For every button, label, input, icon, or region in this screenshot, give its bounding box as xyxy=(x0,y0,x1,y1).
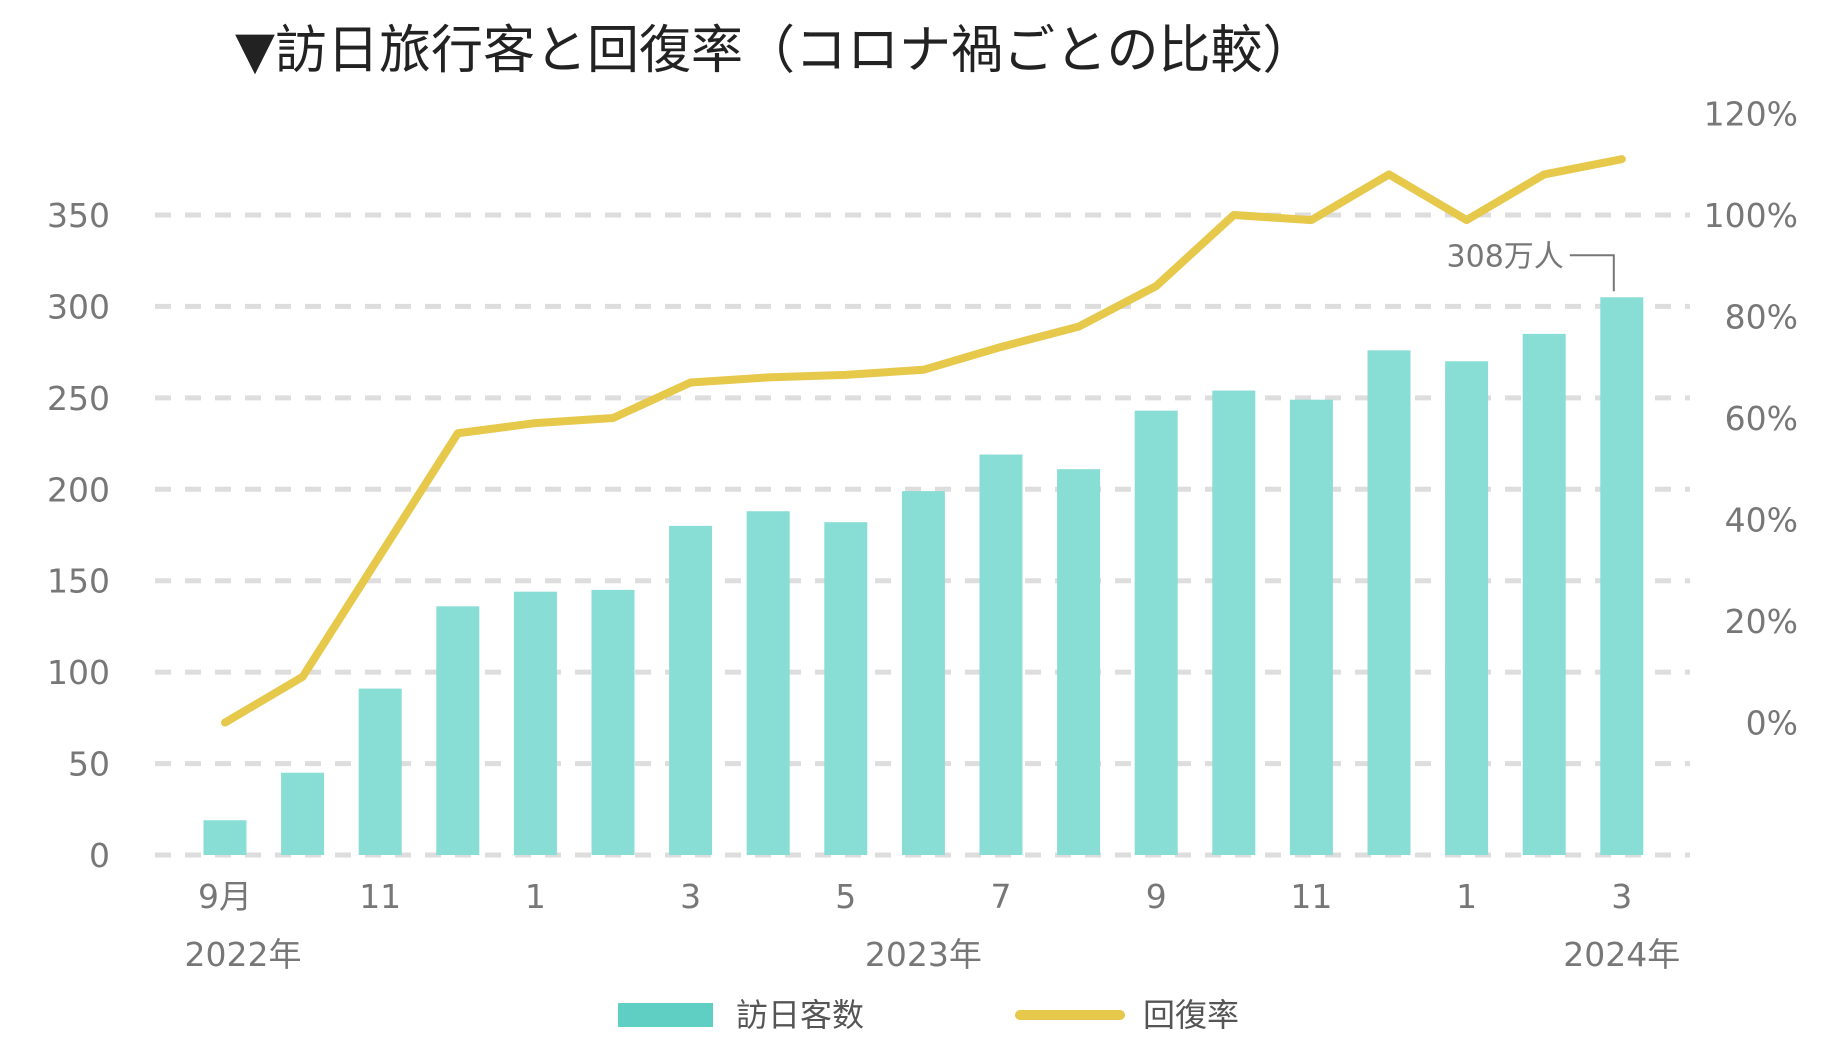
bar xyxy=(203,820,247,855)
right-y-axis: 0% 20% 40% 60% 80% 100% 120% xyxy=(1704,94,1798,742)
bar xyxy=(1289,399,1333,855)
y-right-tick-label: 120% xyxy=(1704,94,1798,133)
bar xyxy=(1212,390,1256,855)
y-right-tick-label: 20% xyxy=(1725,602,1798,641)
bar xyxy=(436,606,480,855)
y-left-tick-label: 200 xyxy=(47,470,110,509)
x-year-label: 2022年 xyxy=(185,935,302,974)
bar xyxy=(979,454,1023,855)
x-tick-label: 7 xyxy=(991,877,1012,916)
bar xyxy=(1600,297,1644,855)
recovery-rate-line xyxy=(221,155,1626,727)
y-left-tick-label: 300 xyxy=(47,287,110,326)
x-tick-label: 9 xyxy=(1146,877,1167,916)
bar xyxy=(1522,333,1566,855)
bar xyxy=(1134,410,1178,855)
x-tick-label: 3 xyxy=(1611,877,1632,916)
bar xyxy=(1445,361,1489,855)
bar xyxy=(591,589,635,855)
x-tick-label: 5 xyxy=(835,877,856,916)
y-right-tick-label: 0% xyxy=(1746,704,1798,743)
bar xyxy=(1057,469,1101,855)
left-y-axis: 0 50 100 150 200 250 300 350 xyxy=(47,196,110,875)
y-right-tick-label: 80% xyxy=(1725,298,1798,337)
legend: 訪日客数 回復率 xyxy=(618,996,1239,1034)
annotations: 308万人 xyxy=(1447,239,1615,292)
y-left-tick-label: 150 xyxy=(47,562,110,601)
bar xyxy=(1367,350,1411,855)
bar xyxy=(901,491,945,855)
bar xyxy=(513,591,557,855)
bar xyxy=(824,522,868,855)
y-left-tick-label: 100 xyxy=(47,653,110,692)
x-tick-label: 9月 xyxy=(198,877,252,916)
bar xyxy=(358,688,402,855)
x-tick-label: 11 xyxy=(1290,877,1332,916)
gridlines xyxy=(155,212,1690,858)
bar xyxy=(281,772,325,855)
bar xyxy=(669,525,713,855)
x-tick-label: 1 xyxy=(525,877,546,916)
bar-series xyxy=(203,297,1644,855)
annotation-label: 308万人 xyxy=(1447,239,1564,274)
bar xyxy=(746,511,790,855)
legend-bar-swatch xyxy=(618,1003,713,1027)
y-right-tick-label: 100% xyxy=(1704,196,1798,235)
line-series xyxy=(221,155,1626,727)
y-left-tick-label: 50 xyxy=(68,745,110,784)
annotation-leader-line xyxy=(1569,254,1615,292)
x-tick-label: 11 xyxy=(359,877,401,916)
x-year-label: 2024年 xyxy=(1563,935,1680,974)
y-left-tick-label: 350 xyxy=(47,196,110,235)
chart-title: ▼訪日旅行客と回復率（コロナ禍ごとの比較） xyxy=(235,21,1314,81)
y-left-tick-label: 250 xyxy=(47,379,110,418)
y-left-tick-label: 0 xyxy=(89,836,110,875)
x-tick-label: 3 xyxy=(680,877,701,916)
x-year-label: 2023年 xyxy=(865,935,982,974)
y-right-tick-label: 60% xyxy=(1725,399,1798,438)
legend-line-label: 回復率 xyxy=(1143,996,1239,1034)
legend-bar-label: 訪日客数 xyxy=(736,996,864,1034)
y-right-tick-label: 40% xyxy=(1725,501,1798,540)
x-tick-label: 1 xyxy=(1456,877,1477,916)
